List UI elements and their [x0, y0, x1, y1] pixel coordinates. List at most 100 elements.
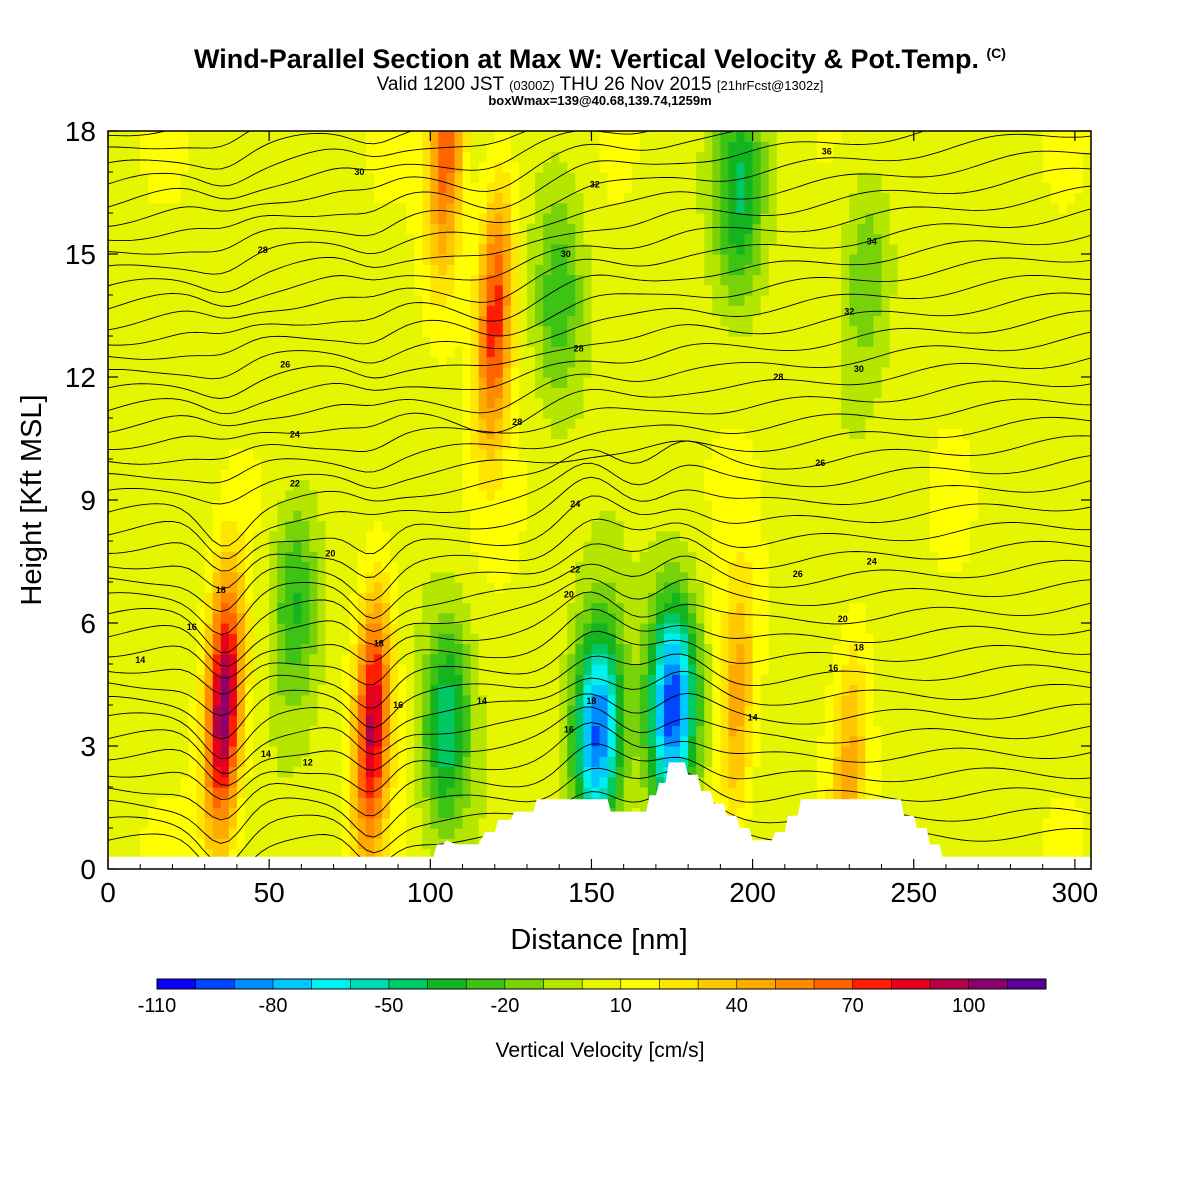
velocity-cell [937, 561, 947, 573]
velocity-cell [672, 541, 681, 552]
velocity-cell [808, 469, 818, 481]
velocity-cell [325, 807, 335, 819]
velocity-cell [1026, 664, 1036, 675]
velocity-cell [704, 551, 713, 563]
velocity-cell [228, 448, 238, 460]
velocity-cell [164, 612, 174, 624]
velocity-cell [301, 633, 311, 645]
velocity-cell [978, 735, 987, 747]
velocity-cell [180, 571, 190, 583]
velocity-cell [381, 489, 391, 501]
velocity-cell [236, 746, 246, 757]
velocity-cell [341, 602, 351, 614]
velocity-cell [792, 633, 802, 645]
velocity-cell [1074, 633, 1084, 645]
velocity-cell [720, 787, 730, 798]
velocity-cell [140, 787, 149, 798]
velocity-cell [116, 746, 125, 757]
velocity-cell [962, 746, 971, 757]
velocity-cell [526, 787, 536, 798]
velocity-cell [647, 530, 657, 542]
velocity-cell [744, 715, 754, 727]
velocity-cell [720, 530, 730, 542]
velocity-cell [526, 582, 536, 593]
velocity-cell [180, 479, 190, 491]
velocity-cell [889, 582, 899, 593]
velocity-cell [986, 530, 995, 542]
velocity-cell [438, 592, 448, 604]
velocity-cell [244, 582, 254, 593]
velocity-cell [817, 561, 826, 573]
velocity-cell [1082, 479, 1091, 491]
velocity-cell [446, 684, 456, 696]
velocity-cell [228, 797, 238, 809]
velocity-cell [124, 510, 133, 522]
velocity-cell [1010, 541, 1020, 552]
velocity-cell [430, 541, 439, 552]
velocity-cell [817, 551, 826, 563]
velocity-cell [639, 612, 649, 624]
velocity-cell [140, 848, 149, 860]
velocity-cell [478, 448, 488, 460]
velocity-cell [655, 459, 665, 470]
velocity-cell [341, 510, 351, 522]
velocity-cell [398, 705, 407, 716]
velocity-cell [526, 571, 536, 583]
velocity-cell [978, 633, 987, 645]
velocity-cell [269, 520, 278, 532]
velocity-cell [591, 694, 601, 706]
velocity-cell [422, 510, 431, 522]
velocity-cell [744, 807, 754, 819]
velocity-cell [535, 735, 544, 747]
velocity-cell [1002, 510, 1012, 522]
velocity-cell [462, 479, 472, 491]
velocity-cell [583, 735, 593, 747]
velocity-cell [325, 551, 335, 563]
velocity-cell [752, 530, 762, 542]
velocity-cell [1066, 479, 1076, 491]
velocity-cell [559, 530, 568, 542]
velocity-cell [776, 643, 786, 655]
velocity-cell [116, 530, 125, 542]
velocity-cell [986, 643, 995, 655]
velocity-cell [897, 561, 907, 573]
velocity-cell [180, 653, 190, 665]
velocity-cell [285, 674, 294, 686]
velocity-cell [688, 735, 697, 747]
velocity-cell [800, 694, 810, 706]
velocity-cell [494, 530, 504, 542]
velocity-cell [494, 633, 504, 645]
velocity-cell [575, 479, 584, 491]
velocity-cell [438, 694, 448, 706]
velocity-cell [1010, 848, 1020, 860]
velocity-cell [333, 510, 343, 522]
velocity-cell [204, 541, 214, 552]
velocity-cell [510, 694, 520, 706]
velocity-cell [212, 520, 222, 532]
velocity-cell [1026, 612, 1036, 624]
velocity-cell [438, 817, 448, 829]
velocity-cell [962, 459, 971, 470]
velocity-cell [873, 787, 883, 798]
velocity-cell [1050, 766, 1060, 778]
velocity-cell [720, 500, 730, 511]
velocity-cell [728, 684, 738, 696]
velocity-cell [696, 705, 705, 716]
velocity-cell [1058, 746, 1068, 757]
velocity-cell [1026, 776, 1036, 788]
velocity-cell [309, 448, 319, 460]
velocity-cell [212, 469, 222, 481]
velocity-cell [244, 848, 254, 860]
velocity-cell [672, 582, 681, 593]
velocity-cell [962, 735, 971, 747]
velocity-cell [986, 571, 995, 583]
velocity-cell [575, 489, 584, 501]
velocity-cell [333, 612, 343, 624]
velocity-cell [116, 705, 125, 716]
velocity-cell [172, 623, 182, 634]
velocity-cell [220, 756, 230, 768]
velocity-cell [156, 643, 165, 655]
velocity-cell [768, 797, 778, 809]
velocity-cell [365, 551, 375, 563]
velocity-cell [244, 684, 254, 696]
